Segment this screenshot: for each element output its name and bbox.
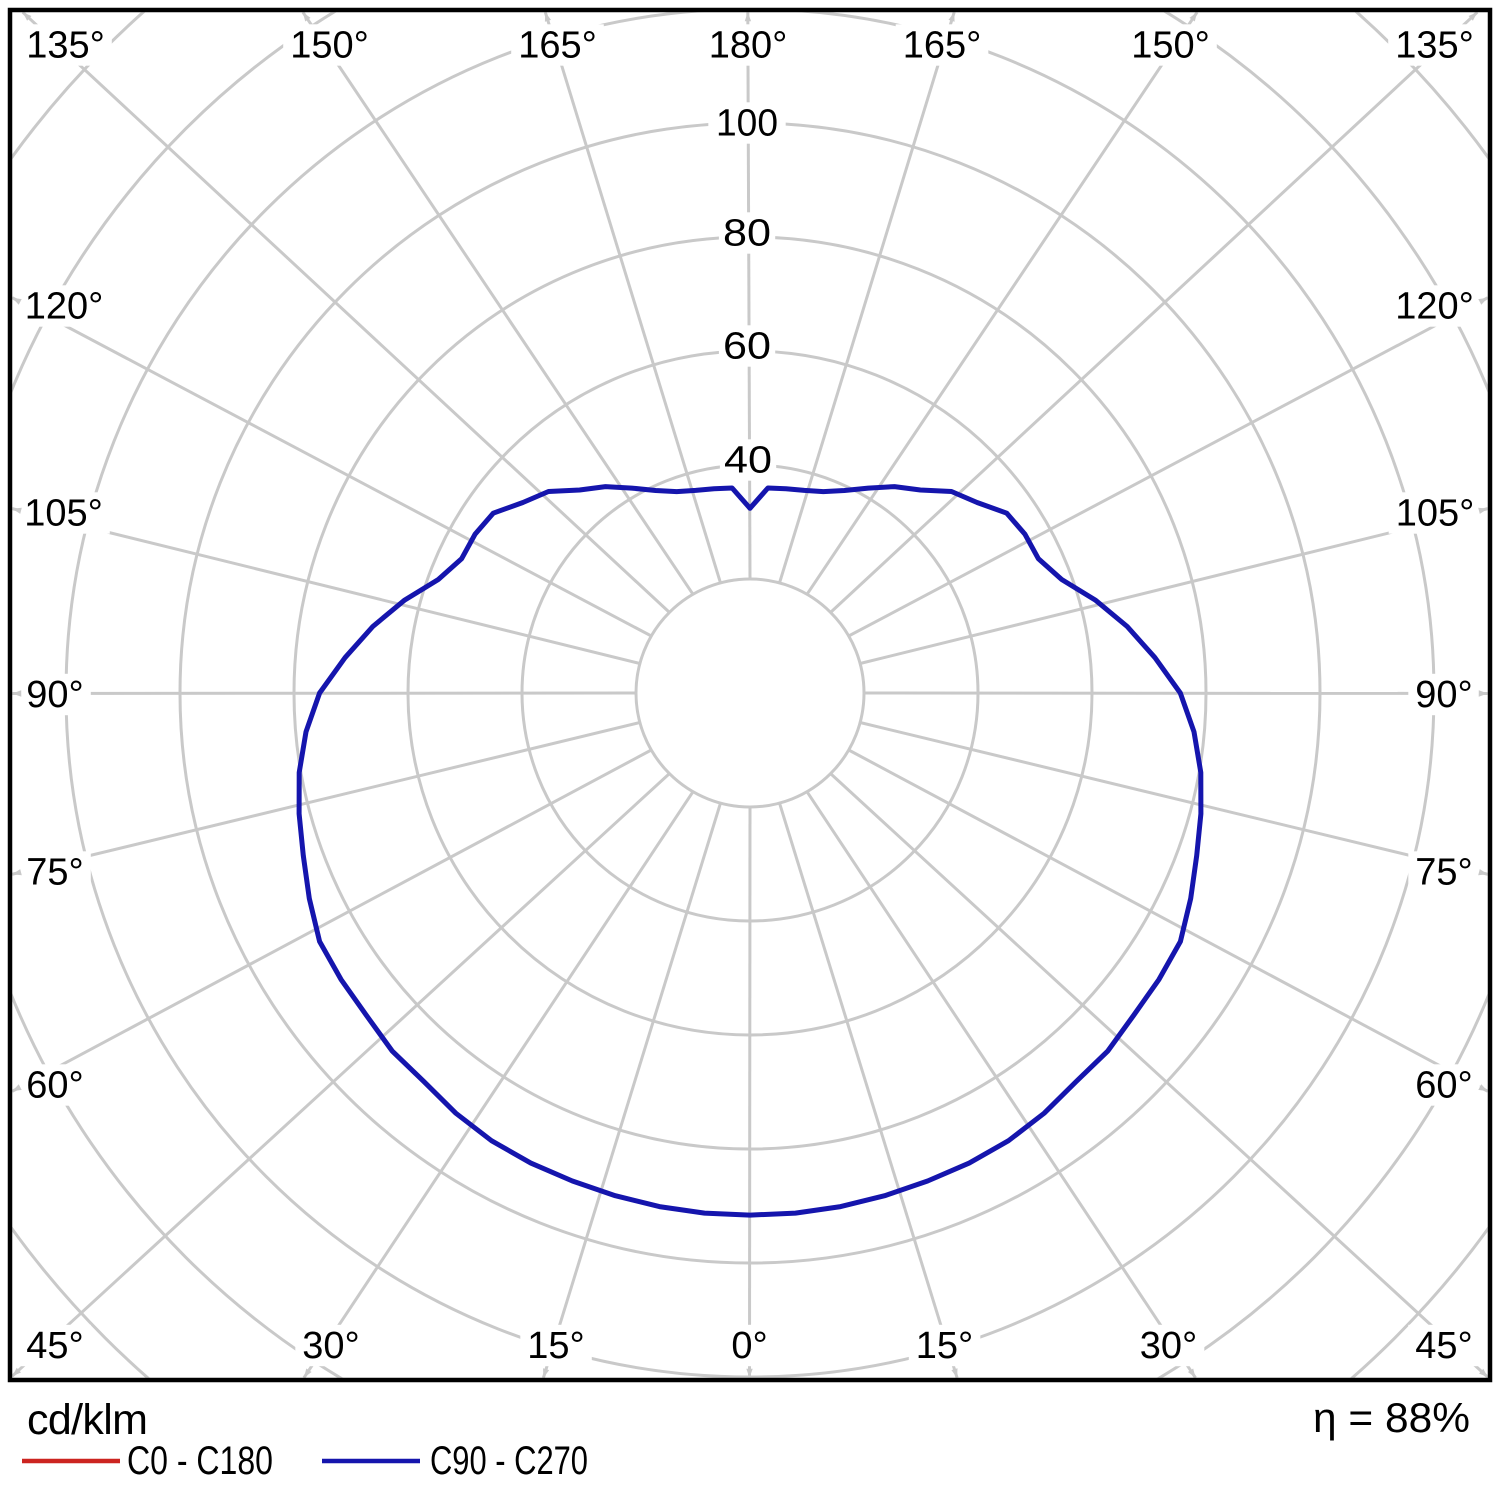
svg-text:180°: 180°	[709, 25, 788, 67]
svg-text:C0 - C180: C0 - C180	[127, 1439, 273, 1483]
svg-text:90°: 90°	[26, 674, 83, 716]
svg-text:η = 88%: η = 88%	[1313, 1394, 1470, 1441]
svg-text:150°: 150°	[290, 25, 369, 67]
svg-text:30°: 30°	[1140, 1325, 1197, 1367]
svg-text:105°: 105°	[1396, 493, 1475, 535]
svg-text:150°: 150°	[1131, 25, 1210, 67]
svg-text:45°: 45°	[26, 1325, 83, 1367]
svg-text:165°: 165°	[518, 25, 597, 67]
svg-text:90°: 90°	[1415, 674, 1472, 716]
svg-text:120°: 120°	[25, 286, 104, 328]
svg-text:30°: 30°	[302, 1325, 359, 1367]
svg-text:135°: 135°	[1395, 25, 1474, 67]
svg-text:80: 80	[723, 213, 771, 255]
svg-text:40: 40	[724, 440, 772, 482]
svg-text:60: 60	[723, 326, 771, 368]
svg-text:135°: 135°	[26, 25, 105, 67]
svg-text:cd/klm: cd/klm	[27, 1396, 148, 1444]
svg-text:120°: 120°	[1395, 286, 1474, 328]
svg-text:45°: 45°	[1415, 1325, 1472, 1367]
svg-text:60°: 60°	[1415, 1065, 1472, 1107]
svg-text:15°: 15°	[527, 1325, 584, 1367]
svg-text:15°: 15°	[916, 1325, 973, 1367]
svg-text:75°: 75°	[26, 852, 83, 894]
svg-text:165°: 165°	[903, 25, 982, 67]
svg-text:100: 100	[716, 103, 778, 145]
svg-text:105°: 105°	[24, 493, 103, 535]
svg-text:0°: 0°	[731, 1325, 767, 1367]
svg-text:75°: 75°	[1415, 852, 1472, 894]
svg-text:C90 - C270: C90 - C270	[430, 1439, 588, 1483]
svg-text:60°: 60°	[26, 1065, 83, 1107]
